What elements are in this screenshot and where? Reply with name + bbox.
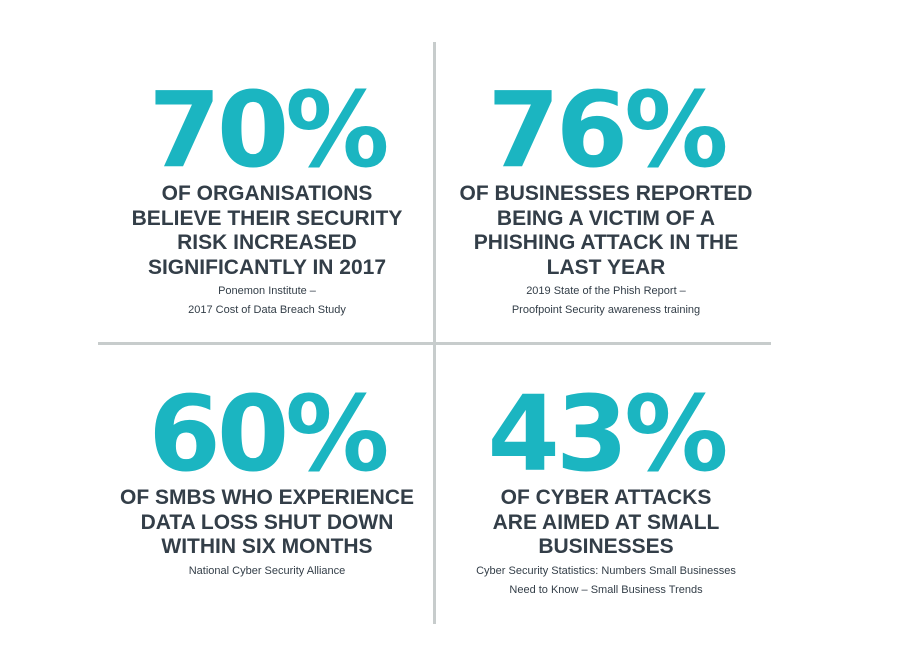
stat-value: 43% [487,373,729,495]
vertical-divider [433,42,436,624]
stat-block-cyber-attacks: 43% OF CYBER ATTACKS ARE AIMED AT SMALL … [446,382,766,600]
stat-value: 70% [148,69,390,191]
horizontal-divider [98,342,771,345]
stat-value: 76% [487,69,729,191]
stat-description: OF CYBER ATTACKS ARE AIMED AT SMALL BUSI… [492,486,720,558]
stat-value: 60% [148,373,390,495]
stat-description: OF ORGANISATIONS BELIEVE THEIR SECURITY … [131,182,403,279]
stat-block-smb-data-loss: 60% OF SMBS WHO EXPERIENCE DATA LOSS SHU… [107,382,427,581]
stat-block-phishing: 76% OF BUSINESSES REPORTED BEING A VICTI… [446,78,766,320]
stat-source: 2019 State of the Phish Report – Proofpo… [511,285,701,316]
stat-source: Cyber Security Statistics: Numbers Small… [476,564,736,596]
stat-description: OF SMBS WHO EXPERIENCE DATA LOSS SHUT DO… [119,486,415,558]
stat-source: National Cyber Security Alliance [188,564,346,577]
stat-block-organisations-risk: 70% OF ORGANISATIONS BELIEVE THEIR SECUR… [107,78,427,320]
stat-source: Ponemon Institute – 2017 Cost of Data Br… [188,285,346,316]
stat-description: OF BUSINESSES REPORTED BEING A VICTIM OF… [459,182,753,279]
